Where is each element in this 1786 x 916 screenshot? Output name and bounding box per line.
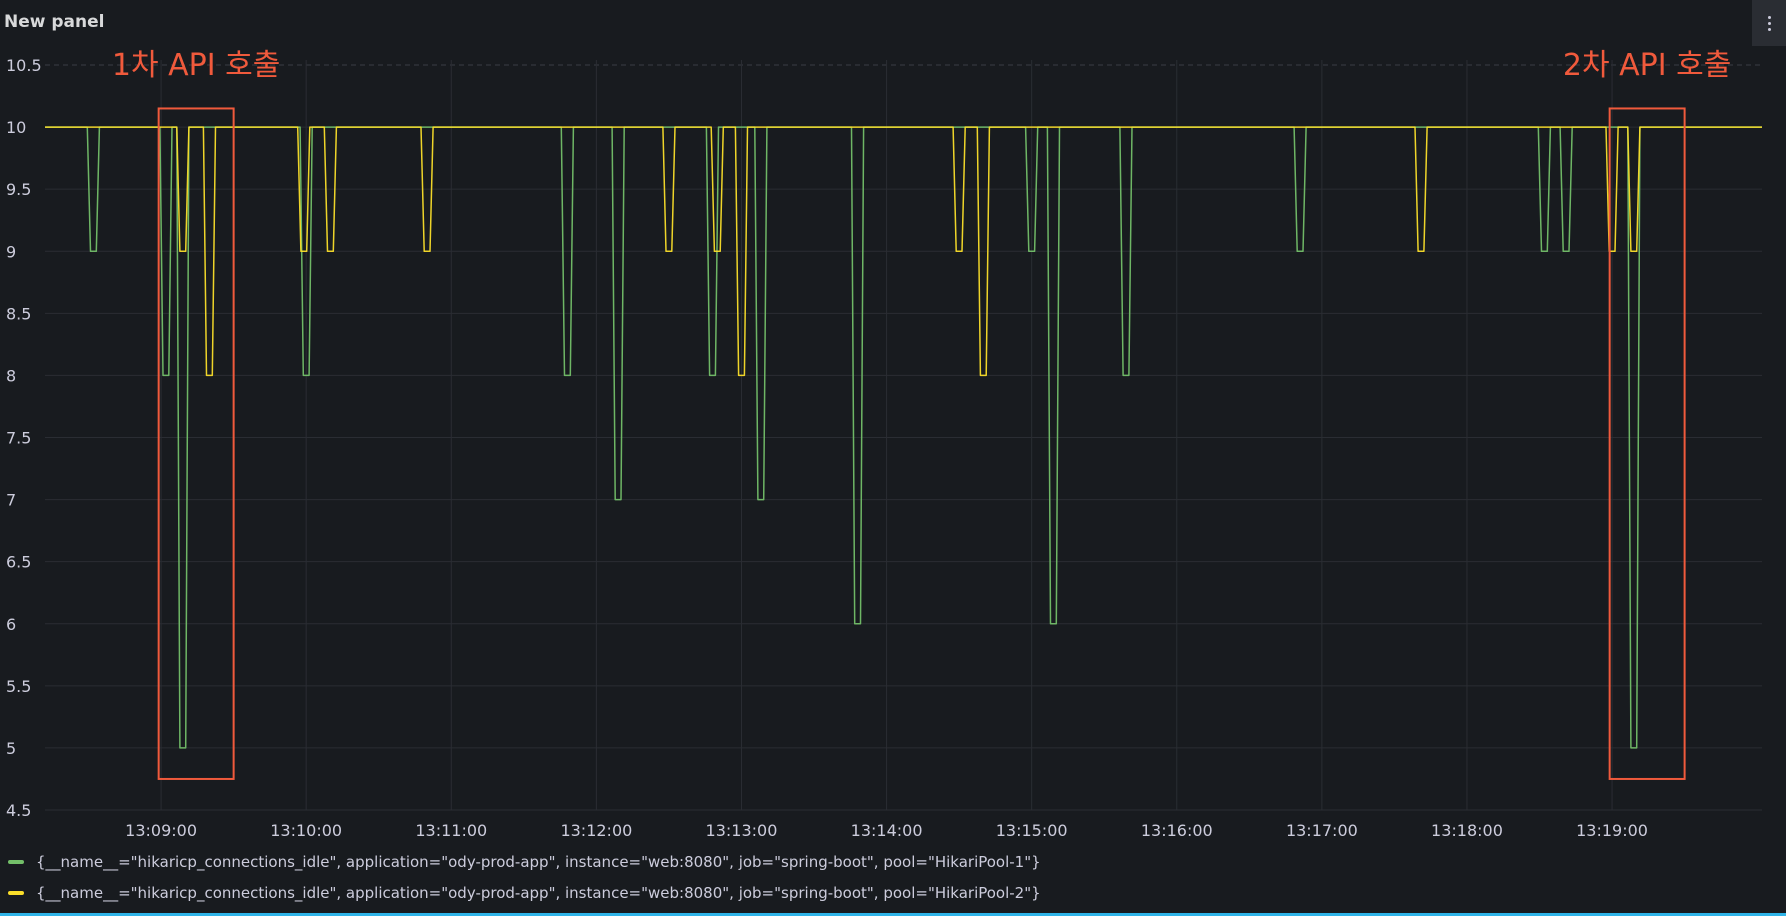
x-tick-label: 13:09:00 [125,821,197,840]
legend-color-swatch [8,859,24,864]
time-series-chart[interactable]: 4.5 5 5.5 6 6.5 7 7.5 8 8.5 9 9.5 10 10.5 13:09:00 13:… [0,0,1786,846]
x-tick-label: 13:18:00 [1431,821,1503,840]
y-tick-label: 5 [6,739,16,758]
y-tick-label: 6 [6,615,16,634]
annotation-box-1 [157,107,235,780]
legend: {__name__="hikaricp_connections_idle", a… [8,846,1041,908]
y-tick-label: 8 [6,366,16,385]
x-tick-label: 13:11:00 [415,821,487,840]
panel-title[interactable]: New panel [4,12,105,32]
annotation-label-1: 1차 API 호출 [112,48,280,83]
y-tick-label: 9 [6,242,16,261]
series-line-2 [45,126,1762,377]
x-tick-label: 13:19:00 [1576,821,1648,840]
y-tick-label: 8.5 [6,304,31,323]
kebab-menu-icon [1767,15,1771,31]
panel-menu-button[interactable] [1752,0,1786,46]
x-tick-label: 13:12:00 [560,821,632,840]
x-tick-label: 13:13:00 [706,821,778,840]
x-tick-label: 13:15:00 [996,821,1068,840]
annotation-box-2 [1608,107,1686,780]
y-tick-label: 5.5 [6,677,31,696]
y-tick-label: 10.5 [6,56,42,75]
legend-item[interactable]: {__name__="hikaricp_connections_idle", a… [8,877,1041,908]
annotation-label-2: 2차 API 호출 [1563,48,1731,83]
legend-label: {__name__="hikaricp_connections_idle", a… [36,883,1041,902]
x-tick-label: 13:17:00 [1286,821,1358,840]
y-tick-label: 7.5 [6,429,31,448]
x-tick-label: 13:16:00 [1141,821,1213,840]
legend-color-swatch [8,890,24,895]
y-tick-label: 7 [6,491,16,510]
legend-label: {__name__="hikaricp_connections_idle", a… [36,852,1041,871]
y-tick-label: 9.5 [6,180,31,199]
x-tick-label: 13:14:00 [851,821,923,840]
y-tick-label: 6.5 [6,553,31,572]
panel-bottom-border [0,913,1786,916]
x-tick-label: 13:10:00 [270,821,342,840]
legend-item[interactable]: {__name__="hikaricp_connections_idle", a… [8,846,1041,877]
y-tick-label: 4.5 [6,801,31,820]
y-tick-label: 10 [6,118,26,137]
